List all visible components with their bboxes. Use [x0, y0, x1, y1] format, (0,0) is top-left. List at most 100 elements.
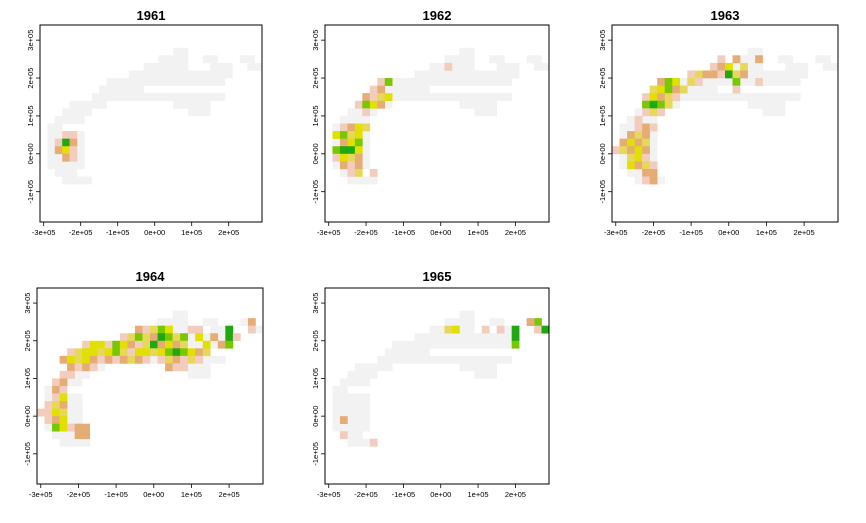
extent-cell: [128, 70, 233, 79]
raster-cell: [119, 340, 128, 349]
extent-cell: [84, 176, 93, 185]
raster-cell: [69, 146, 78, 155]
raster-cell: [112, 340, 121, 349]
raster-cell: [82, 431, 91, 440]
raster-cell: [725, 70, 733, 79]
raster-cell: [642, 146, 650, 155]
raster-cell: [332, 131, 341, 139]
raster-cell: [247, 318, 256, 326]
raster-cell: [210, 333, 219, 342]
plot-frame: [39, 24, 263, 223]
raster-cell: [354, 138, 363, 147]
raster-cell: [354, 161, 363, 170]
panel-title: 1962: [423, 8, 452, 23]
raster-cell: [104, 355, 113, 364]
raster-cell: [732, 85, 741, 94]
raster-cell: [82, 363, 91, 372]
extent-cell: [254, 62, 263, 71]
raster-cell: [649, 176, 658, 185]
raster-cell: [642, 161, 650, 170]
raster-cell: [369, 438, 378, 447]
raster-cell: [369, 85, 378, 94]
raster-cell: [377, 93, 386, 102]
raster-cell: [142, 333, 151, 342]
raster-cell: [634, 115, 643, 124]
raster-cell: [187, 348, 196, 357]
raster-cell: [52, 423, 60, 432]
raster-cell: [755, 55, 763, 64]
extent-cell: [210, 325, 234, 334]
raster-cell: [74, 355, 83, 364]
extent-cell: [158, 55, 189, 64]
raster-cell: [687, 70, 696, 79]
raster-cell: [112, 355, 121, 364]
raster-cell: [362, 100, 371, 109]
extent-cell: [732, 55, 763, 64]
raster-cell: [541, 325, 550, 334]
extent-cell: [541, 62, 550, 71]
x-tick-label: 0e+00: [430, 490, 451, 499]
raster-cell: [511, 340, 520, 349]
raster-cell: [634, 123, 643, 132]
x-tick-label: 0e+00: [718, 228, 739, 237]
raster-cell: [180, 363, 188, 372]
extent-cell: [67, 438, 83, 447]
raster-cell: [444, 325, 453, 334]
raster-cell: [740, 62, 748, 71]
y-tick-label: -1e+05: [23, 442, 32, 466]
raster-cell: [142, 348, 151, 357]
y-tick-label: 3e+05: [26, 30, 35, 51]
panel-title: 1961: [137, 8, 166, 23]
raster-cell: [172, 348, 181, 357]
raster-cell: [59, 408, 68, 417]
extent-cell: [62, 176, 70, 185]
extent-cell: [332, 386, 348, 394]
raster-cell: [165, 348, 173, 357]
y-tick-label: 3e+05: [598, 30, 607, 51]
extent-cell: [384, 85, 430, 94]
raster-cell: [642, 131, 650, 139]
y-tick-label: 2e+05: [598, 67, 607, 88]
raster-cell: [627, 153, 635, 162]
raster-cell: [451, 325, 460, 334]
raster-cell: [180, 355, 188, 364]
y-tick-label: 3e+05: [311, 30, 320, 51]
x-tick-label: -2e+05: [67, 490, 91, 499]
raster-cell: [649, 108, 658, 117]
extent-cell: [414, 333, 520, 342]
raster-cell: [369, 100, 378, 109]
extent-cell: [496, 325, 520, 334]
extent-cell: [627, 168, 650, 177]
raster-cell: [165, 340, 173, 349]
x-tick-label: 2e+05: [505, 490, 526, 499]
extent-cell: [255, 325, 264, 334]
raster-cell: [339, 416, 348, 424]
y-tick-label: -1e+05: [311, 442, 320, 466]
raster-cell: [97, 340, 106, 349]
raster-cell: [534, 318, 542, 326]
raster-cell: [127, 340, 136, 349]
raster-cell: [347, 123, 356, 132]
x-tick-label: 1e+05: [468, 490, 489, 499]
raster-cell: [44, 416, 53, 424]
raster-cell: [642, 93, 650, 102]
y-tick-label: 0e+00: [26, 143, 35, 164]
y-tick-label: 2e+05: [311, 67, 320, 88]
raster-cell: [339, 131, 348, 139]
raster-cell: [634, 146, 643, 155]
raster-cell: [82, 355, 91, 364]
extent-cell: [62, 108, 93, 117]
raster-cell: [649, 100, 658, 109]
raster-cell: [67, 423, 75, 432]
raster-cell: [709, 70, 718, 79]
raster-cell: [172, 340, 181, 349]
raster-cell: [134, 348, 143, 357]
raster-cell: [339, 153, 348, 162]
raster-cell: [362, 93, 371, 102]
raster-cell: [384, 78, 393, 86]
raster-cell: [67, 363, 75, 372]
raster-cell: [127, 355, 136, 364]
raster-cell: [642, 153, 650, 162]
extent-cell: [762, 108, 786, 117]
raster-cell: [62, 153, 70, 162]
